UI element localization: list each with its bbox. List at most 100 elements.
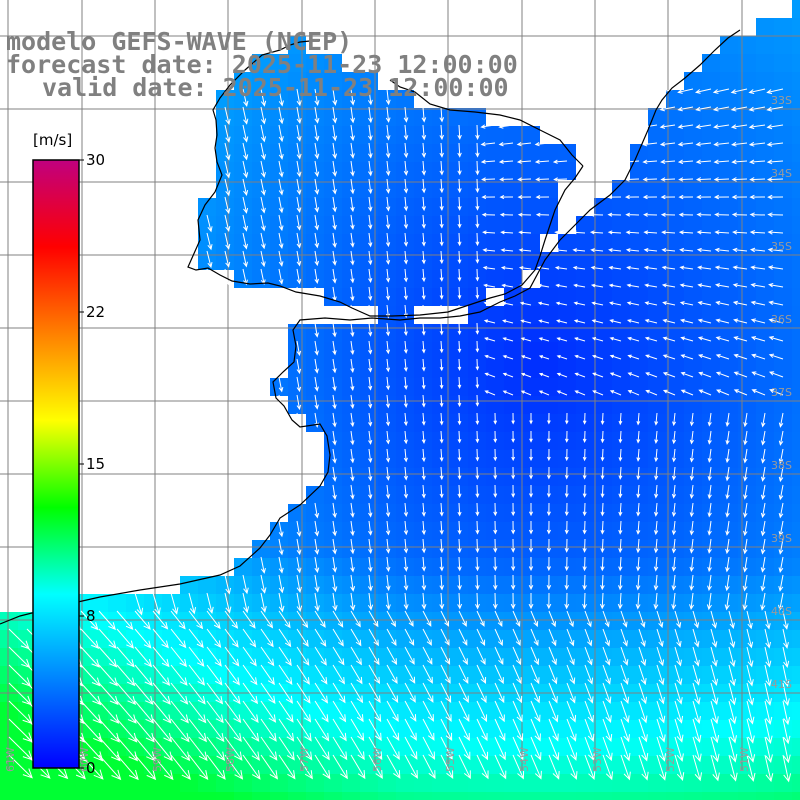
- wind-arrow: [260, 250, 266, 268]
- wind-speed-cell: [774, 18, 792, 36]
- wind-arrow: [260, 700, 277, 723]
- wind-speed-cell: [126, 648, 144, 666]
- wind-arrow: [680, 336, 694, 342]
- wind-speed-cell: [702, 720, 720, 738]
- wind-arrow: [421, 574, 427, 591]
- wind-speed-cell: [702, 198, 720, 216]
- wind-arrow: [152, 754, 174, 781]
- wind-arrow: [260, 718, 277, 742]
- wind-speed-cell: [504, 702, 522, 720]
- wind-speed-cell: [306, 126, 324, 144]
- wind-arrow: [512, 628, 521, 647]
- wind-speed-cell: [378, 612, 396, 630]
- wind-arrow: [520, 390, 532, 396]
- wind-arrow: [242, 736, 260, 761]
- wind-arrow: [678, 177, 694, 182]
- wind-arrow: [728, 754, 738, 782]
- wind-speed-cell: [486, 342, 504, 360]
- wind-arrow: [582, 502, 587, 517]
- wind-speed-cell: [630, 216, 648, 234]
- wind-arrow: [386, 700, 399, 722]
- wind-speed-cell: [774, 252, 792, 270]
- wind-speed-cell: [522, 360, 540, 378]
- wind-speed-cell: [702, 144, 720, 162]
- wind-speed-cell: [756, 414, 774, 432]
- wind-arrow: [516, 159, 532, 164]
- wind-speed-cell: [738, 144, 756, 162]
- wind-speed-cell: [486, 198, 504, 216]
- wind-arrow: [314, 322, 319, 338]
- wind-speed-cell: [216, 234, 234, 252]
- wind-arrow: [260, 268, 266, 286]
- wind-speed-cell: [792, 558, 800, 576]
- wind-arrow: [482, 248, 496, 253]
- wind-speed-cell: [666, 234, 684, 252]
- wind-arrow: [538, 337, 550, 342]
- wind-arrow: [707, 502, 712, 518]
- wind-speed-cell: [270, 198, 288, 216]
- wind-arrow: [645, 389, 658, 396]
- wind-speed-cell: [792, 180, 800, 198]
- wind-speed-cell: [738, 792, 756, 800]
- wind-arrow: [602, 736, 613, 762]
- wind-arrow: [618, 466, 623, 480]
- wind-speed-cell: [288, 144, 306, 162]
- wind-arrow: [475, 430, 480, 444]
- wind-arrow: [689, 430, 694, 445]
- wind-speed-cell: [486, 774, 504, 792]
- wind-speed-cell: [738, 558, 756, 576]
- wind-arrow: [656, 736, 667, 762]
- longitude-label: 58W: [224, 747, 237, 772]
- wind-speed-cell: [378, 648, 396, 666]
- wind-speed-cell: [522, 198, 540, 216]
- wind-speed-cell: [540, 252, 558, 270]
- wind-arrow: [224, 160, 231, 179]
- wind-arrow: [116, 646, 135, 668]
- wind-arrow: [591, 337, 604, 342]
- wind-arrow: [403, 574, 409, 591]
- wind-arrow: [332, 646, 345, 666]
- wind-arrow: [422, 700, 434, 722]
- wind-speed-cell: [702, 252, 720, 270]
- wind-speed-cell: [288, 234, 306, 252]
- wind-arrow: [620, 700, 630, 724]
- wind-speed-cell: [720, 216, 738, 234]
- wind-arrow: [600, 502, 605, 517]
- wind-arrow: [403, 340, 408, 354]
- wind-arrow: [224, 196, 231, 215]
- wind-arrow: [482, 230, 496, 235]
- wind-speed-cell: [216, 792, 234, 800]
- wind-arrow: [707, 556, 712, 573]
- wind-speed-cell: [774, 774, 792, 792]
- wind-speed-cell: [792, 738, 800, 756]
- wind-arrow: [242, 268, 248, 286]
- wind-arrow: [385, 232, 391, 248]
- wind-arrow: [350, 124, 355, 142]
- wind-speed-cell: [702, 234, 720, 252]
- wind-speed-cell: [612, 648, 630, 666]
- wind-speed-cell: [720, 342, 738, 360]
- wind-speed-cell: [756, 792, 774, 800]
- wind-speed-cell: [360, 576, 378, 594]
- wind-speed-cell: [540, 162, 558, 180]
- wind-arrow: [546, 556, 552, 572]
- wind-speed-cell: [324, 540, 342, 558]
- wind-arrow: [574, 372, 586, 378]
- wind-arrow: [751, 371, 766, 378]
- wind-speed-cell: [504, 612, 522, 630]
- wind-speed-cell: [558, 666, 576, 684]
- wind-speed-cell: [18, 666, 36, 684]
- wind-speed-cell: [612, 558, 630, 576]
- wind-arrow: [457, 448, 462, 462]
- wind-arrow: [385, 250, 391, 265]
- wind-arrow: [480, 124, 496, 129]
- wind-speed-cell: [324, 180, 342, 198]
- wind-speed-cell: [234, 594, 252, 612]
- wind-arrow: [600, 412, 605, 425]
- colorbar: [32, 159, 80, 769]
- wind-speed-cell: [162, 792, 180, 800]
- wind-speed-cell: [612, 792, 630, 800]
- wind-speed-cell: [720, 378, 738, 396]
- wind-speed-cell: [540, 216, 558, 234]
- wind-speed-cell: [306, 594, 324, 612]
